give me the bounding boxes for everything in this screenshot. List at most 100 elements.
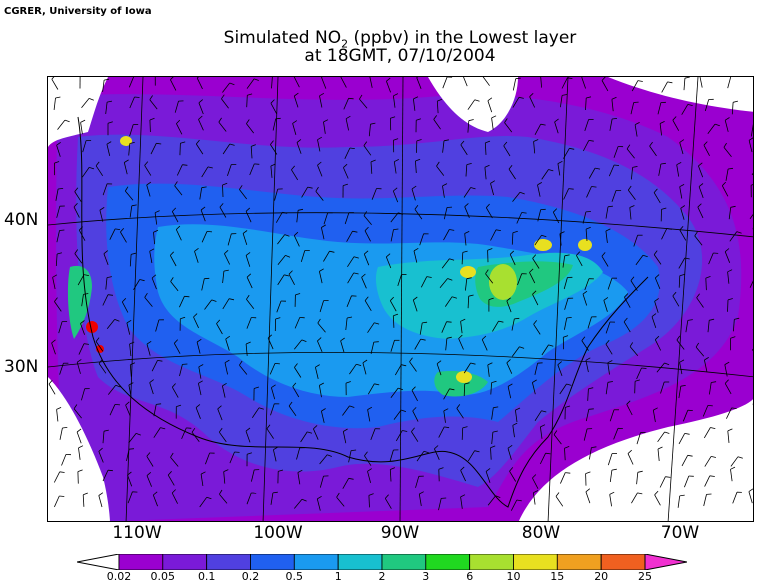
wind-barb-244 bbox=[149, 251, 153, 264]
wind-barb-flag-409 bbox=[506, 359, 511, 364]
wind-barb-flag-451 bbox=[73, 404, 78, 409]
wind-barb-582 bbox=[336, 496, 345, 507]
wind-barb-585 bbox=[418, 493, 422, 506]
wind-barb-575 bbox=[171, 492, 178, 504]
wind-barb-215 bbox=[175, 229, 182, 241]
wind-barb-flag-542 bbox=[107, 469, 113, 472]
wind-barb-flag-505 bbox=[664, 431, 670, 434]
wind-barb-flag-134 bbox=[394, 159, 399, 163]
wind-barb-flag-201 bbox=[553, 208, 558, 213]
wind-barb-10 bbox=[293, 77, 300, 88]
wind-barb-524 bbox=[389, 449, 394, 462]
wind-barb-295 bbox=[654, 277, 661, 290]
wind-barb-214 bbox=[153, 232, 155, 245]
wind-barb-flag-219 bbox=[284, 234, 290, 237]
wind-barb-71 bbox=[323, 121, 326, 134]
wind-barb-580 bbox=[293, 498, 303, 509]
wind-barb-421 bbox=[81, 388, 86, 401]
wind-barb-flag-354 bbox=[623, 317, 628, 323]
wind-barb-flag-540 bbox=[59, 471, 65, 473]
wind-barb-flag-490 bbox=[307, 431, 313, 434]
wind-barb-124 bbox=[144, 165, 152, 176]
wind-barb-181 bbox=[73, 206, 80, 218]
wind-barb-flag-377 bbox=[458, 334, 463, 339]
wind-barb-flag-538 bbox=[737, 456, 743, 459]
wind-barb-219 bbox=[277, 234, 286, 245]
wind-barb-flag-167 bbox=[470, 187, 476, 190]
wind-barb-544 bbox=[146, 475, 152, 487]
wind-barb-flag-44 bbox=[393, 93, 399, 97]
wind-barb-flag-393 bbox=[130, 362, 136, 366]
wind-barb-313 bbox=[364, 300, 372, 312]
wind-barb-304 bbox=[144, 297, 153, 307]
wind-barb-260 bbox=[532, 258, 540, 269]
wind-barb-flag-168 bbox=[490, 180, 496, 184]
wind-barb-110 bbox=[533, 141, 536, 154]
wind-barb-150 bbox=[55, 188, 59, 201]
wind-barb-308 bbox=[246, 299, 255, 309]
graticule-lon-70w bbox=[667, 77, 699, 521]
wind-barb-537 bbox=[704, 456, 712, 467]
wind-barb-426 bbox=[198, 383, 202, 396]
wind-barb-flag-140 bbox=[548, 169, 554, 172]
wind-barb-286 bbox=[439, 278, 448, 288]
wind-barb-flag-443 bbox=[607, 381, 613, 383]
wind-barb-flag-112 bbox=[588, 140, 594, 142]
wind-barb-flag-46 bbox=[437, 98, 443, 102]
wind-barb-flag-260 bbox=[532, 254, 537, 259]
wind-barb-322 bbox=[582, 293, 588, 306]
wind-barb-flag-328 bbox=[727, 298, 733, 301]
wind-barb-185 bbox=[171, 211, 179, 223]
wind-barb-flag-568 bbox=[730, 466, 736, 470]
graticule-lon-100w bbox=[262, 77, 279, 521]
wind-barb-495 bbox=[411, 431, 419, 442]
wind-barb-271 bbox=[77, 274, 85, 286]
title-subscript: 2 bbox=[341, 37, 349, 51]
wind-barb-flag-41 bbox=[319, 92, 325, 97]
wind-barb-flag-281 bbox=[319, 268, 324, 272]
wind-barb-290 bbox=[529, 272, 536, 284]
lat-label-30n: 30N bbox=[4, 357, 39, 377]
wind-barb-224 bbox=[390, 229, 394, 242]
wind-barb-flag-156 bbox=[201, 186, 207, 189]
colorbar-bin-6 bbox=[381, 554, 427, 570]
wind-barb-flag-545 bbox=[167, 471, 172, 476]
wind-barb-flag-527 bbox=[474, 450, 480, 453]
wind-barb-16 bbox=[442, 77, 448, 89]
wind-barb-493 bbox=[370, 428, 376, 441]
wind-barb-347 bbox=[460, 321, 463, 334]
wind-barb-flag-315 bbox=[413, 296, 418, 301]
wind-barb-flag-146 bbox=[676, 162, 682, 166]
wind-barb-flag-335 bbox=[180, 316, 186, 320]
wind-barb-319 bbox=[506, 300, 512, 313]
wind-barb-436 bbox=[443, 388, 450, 400]
wind-barb-452 bbox=[109, 404, 116, 416]
wind-barb-405 bbox=[409, 361, 417, 372]
wind-barb-11 bbox=[321, 77, 327, 89]
wind-barb-116 bbox=[679, 142, 684, 155]
wind-barb-flag-275 bbox=[170, 277, 174, 282]
wind-barb-flag-249 bbox=[285, 255, 291, 258]
wind-barb-43 bbox=[359, 98, 368, 109]
wind-barb-256 bbox=[441, 258, 450, 269]
wind-barb-526 bbox=[434, 448, 440, 460]
wind-barb-535 bbox=[657, 448, 660, 462]
wind-barb-294 bbox=[630, 280, 638, 291]
wind-barb-226 bbox=[443, 229, 450, 241]
wind-barb-flag-60 bbox=[64, 119, 70, 123]
wind-barb-18 bbox=[482, 77, 490, 86]
wind-barb-155 bbox=[174, 185, 183, 196]
wind-barb-458 bbox=[251, 407, 260, 419]
wind-barb-567 bbox=[704, 475, 711, 487]
wind-barb-flag-546 bbox=[200, 471, 206, 475]
wind-barb-511 bbox=[78, 447, 81, 460]
wind-barb-flag-417 bbox=[704, 357, 709, 361]
wind-barb-flag-429 bbox=[271, 384, 276, 388]
wind-barb-flag-327 bbox=[696, 293, 700, 298]
colorbar-tick-label: 3 bbox=[422, 570, 430, 583]
wind-barb-flag-68 bbox=[246, 119, 250, 124]
hotspot-pittsburgh bbox=[534, 239, 552, 251]
wind-barb-476 bbox=[682, 410, 689, 422]
wind-barb-114 bbox=[626, 148, 635, 159]
low-region-atlantic bbox=[518, 399, 753, 521]
